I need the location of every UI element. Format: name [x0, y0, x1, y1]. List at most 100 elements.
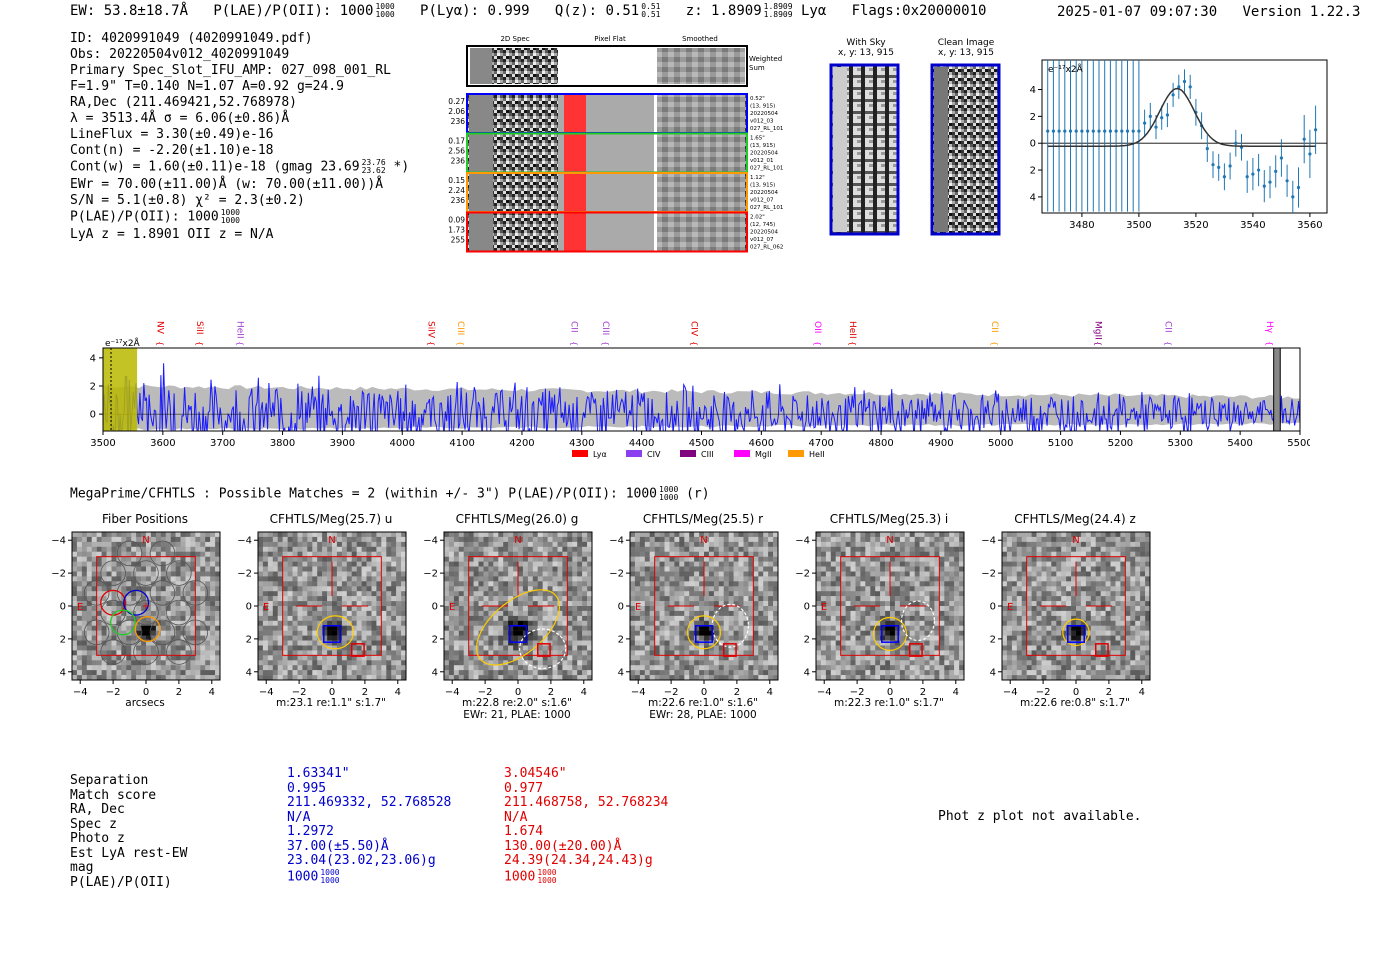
panel-pixel [453, 615, 460, 622]
panel-pixel [880, 665, 886, 671]
panel-pixel [674, 675, 680, 681]
panel-pixel [763, 606, 769, 612]
panel-pixel [704, 670, 710, 676]
panel-pixel [91, 551, 97, 557]
panel-pixel [180, 581, 186, 587]
header-qz: Q(z): 0.51 [554, 3, 640, 19]
panel-pixel [748, 541, 754, 548]
panel-pixel [72, 586, 78, 592]
panel-pixel [160, 660, 166, 666]
panel-pixel [820, 655, 827, 661]
panel-pixel [96, 625, 102, 631]
panel-pixel [72, 576, 78, 582]
panel-pixel [508, 536, 514, 543]
panel-pixel [552, 615, 558, 622]
with-sky-edge [833, 67, 847, 232]
panel-pixel [346, 606, 352, 612]
panel-pixel [126, 665, 132, 671]
panel-pixel [634, 635, 641, 641]
panel-pixel [587, 675, 593, 681]
panel-pixel [562, 665, 568, 671]
panel-pixel [136, 581, 142, 587]
panel-pixel [664, 650, 670, 656]
panel-pixel [904, 606, 910, 612]
panel-pixel [190, 561, 196, 567]
panel-pixel [210, 532, 216, 538]
panel-pixel [81, 541, 88, 548]
panel-pixel [267, 591, 274, 597]
panel-pixel [96, 675, 102, 681]
panel-pixel [307, 536, 313, 543]
panel-pixel [210, 556, 216, 562]
panel-pixel [704, 660, 710, 666]
panel-pixel [664, 541, 670, 548]
panel-pixel [483, 640, 489, 646]
panel-pixel [890, 586, 896, 592]
panel-pixel [840, 645, 846, 651]
panel-pixel [282, 670, 288, 676]
panel-pixel [904, 576, 910, 582]
panel-pixel [76, 670, 83, 676]
panel-pixel [924, 546, 930, 552]
panel-pixel [880, 571, 886, 577]
panel-pixel [694, 581, 700, 587]
panel-pixel [875, 551, 881, 557]
panel-pixel [287, 586, 293, 592]
panel-pixel [845, 660, 851, 666]
panel-pixel [949, 665, 955, 671]
panel-pixel [463, 635, 469, 641]
panel-pixel [267, 620, 274, 626]
panel-pixel [904, 660, 910, 666]
panel-pixel [743, 655, 749, 661]
cutout-row-right-value: v012_07 [750, 198, 774, 204]
panel-pixel [557, 670, 563, 676]
panel-pixel [351, 566, 357, 572]
panel-pixel [577, 556, 583, 562]
panel-pixel [463, 546, 469, 552]
panel-pixel [904, 615, 910, 622]
panel-pixel [180, 615, 186, 622]
panel-pixel [346, 655, 352, 661]
cutout-row-left-value: 236 [451, 196, 466, 205]
panel-pixel [111, 546, 117, 552]
panel-pixel [185, 536, 191, 543]
panel-pixel [131, 541, 137, 548]
panel-pixel [518, 561, 524, 567]
panel-pixel [215, 541, 221, 548]
panel-pixel [376, 645, 382, 651]
panel-pixel [175, 650, 181, 656]
panel-pixel [282, 532, 288, 538]
panel-pixel [577, 615, 583, 622]
panel-pixel [522, 541, 529, 548]
panel-pixel [101, 620, 107, 626]
panel-pixel [840, 650, 846, 656]
panel-pixel [478, 596, 484, 602]
panel-pixel [728, 610, 734, 617]
panel-pixel [131, 655, 137, 661]
panel-pixel [552, 640, 558, 646]
panel-pixel [860, 675, 866, 681]
panel-pixel [567, 606, 573, 612]
panel-pixel [297, 561, 303, 567]
panel-pixel [644, 546, 650, 552]
panel-pixel [190, 635, 196, 641]
panel-pixel [885, 532, 891, 538]
panel-pixel [150, 601, 157, 607]
panel-pixel [587, 536, 593, 543]
panel-pixel [503, 541, 509, 548]
panel-pixel [768, 675, 774, 681]
panel-pixel [126, 586, 132, 592]
panel-pixel [949, 546, 955, 552]
panel-pixel [522, 601, 529, 607]
panel-pixel [282, 660, 288, 666]
panel-pixel [322, 581, 328, 587]
panel-pixel [401, 645, 407, 651]
panel-pixel [825, 670, 832, 676]
panel-pixel [708, 576, 715, 582]
panel-pixel [478, 610, 484, 617]
panel-pixel [351, 546, 357, 552]
panel-pixel [654, 601, 660, 607]
panel-pixel [513, 551, 519, 557]
panel-pixel [366, 606, 372, 612]
panel-pixel [753, 640, 759, 646]
